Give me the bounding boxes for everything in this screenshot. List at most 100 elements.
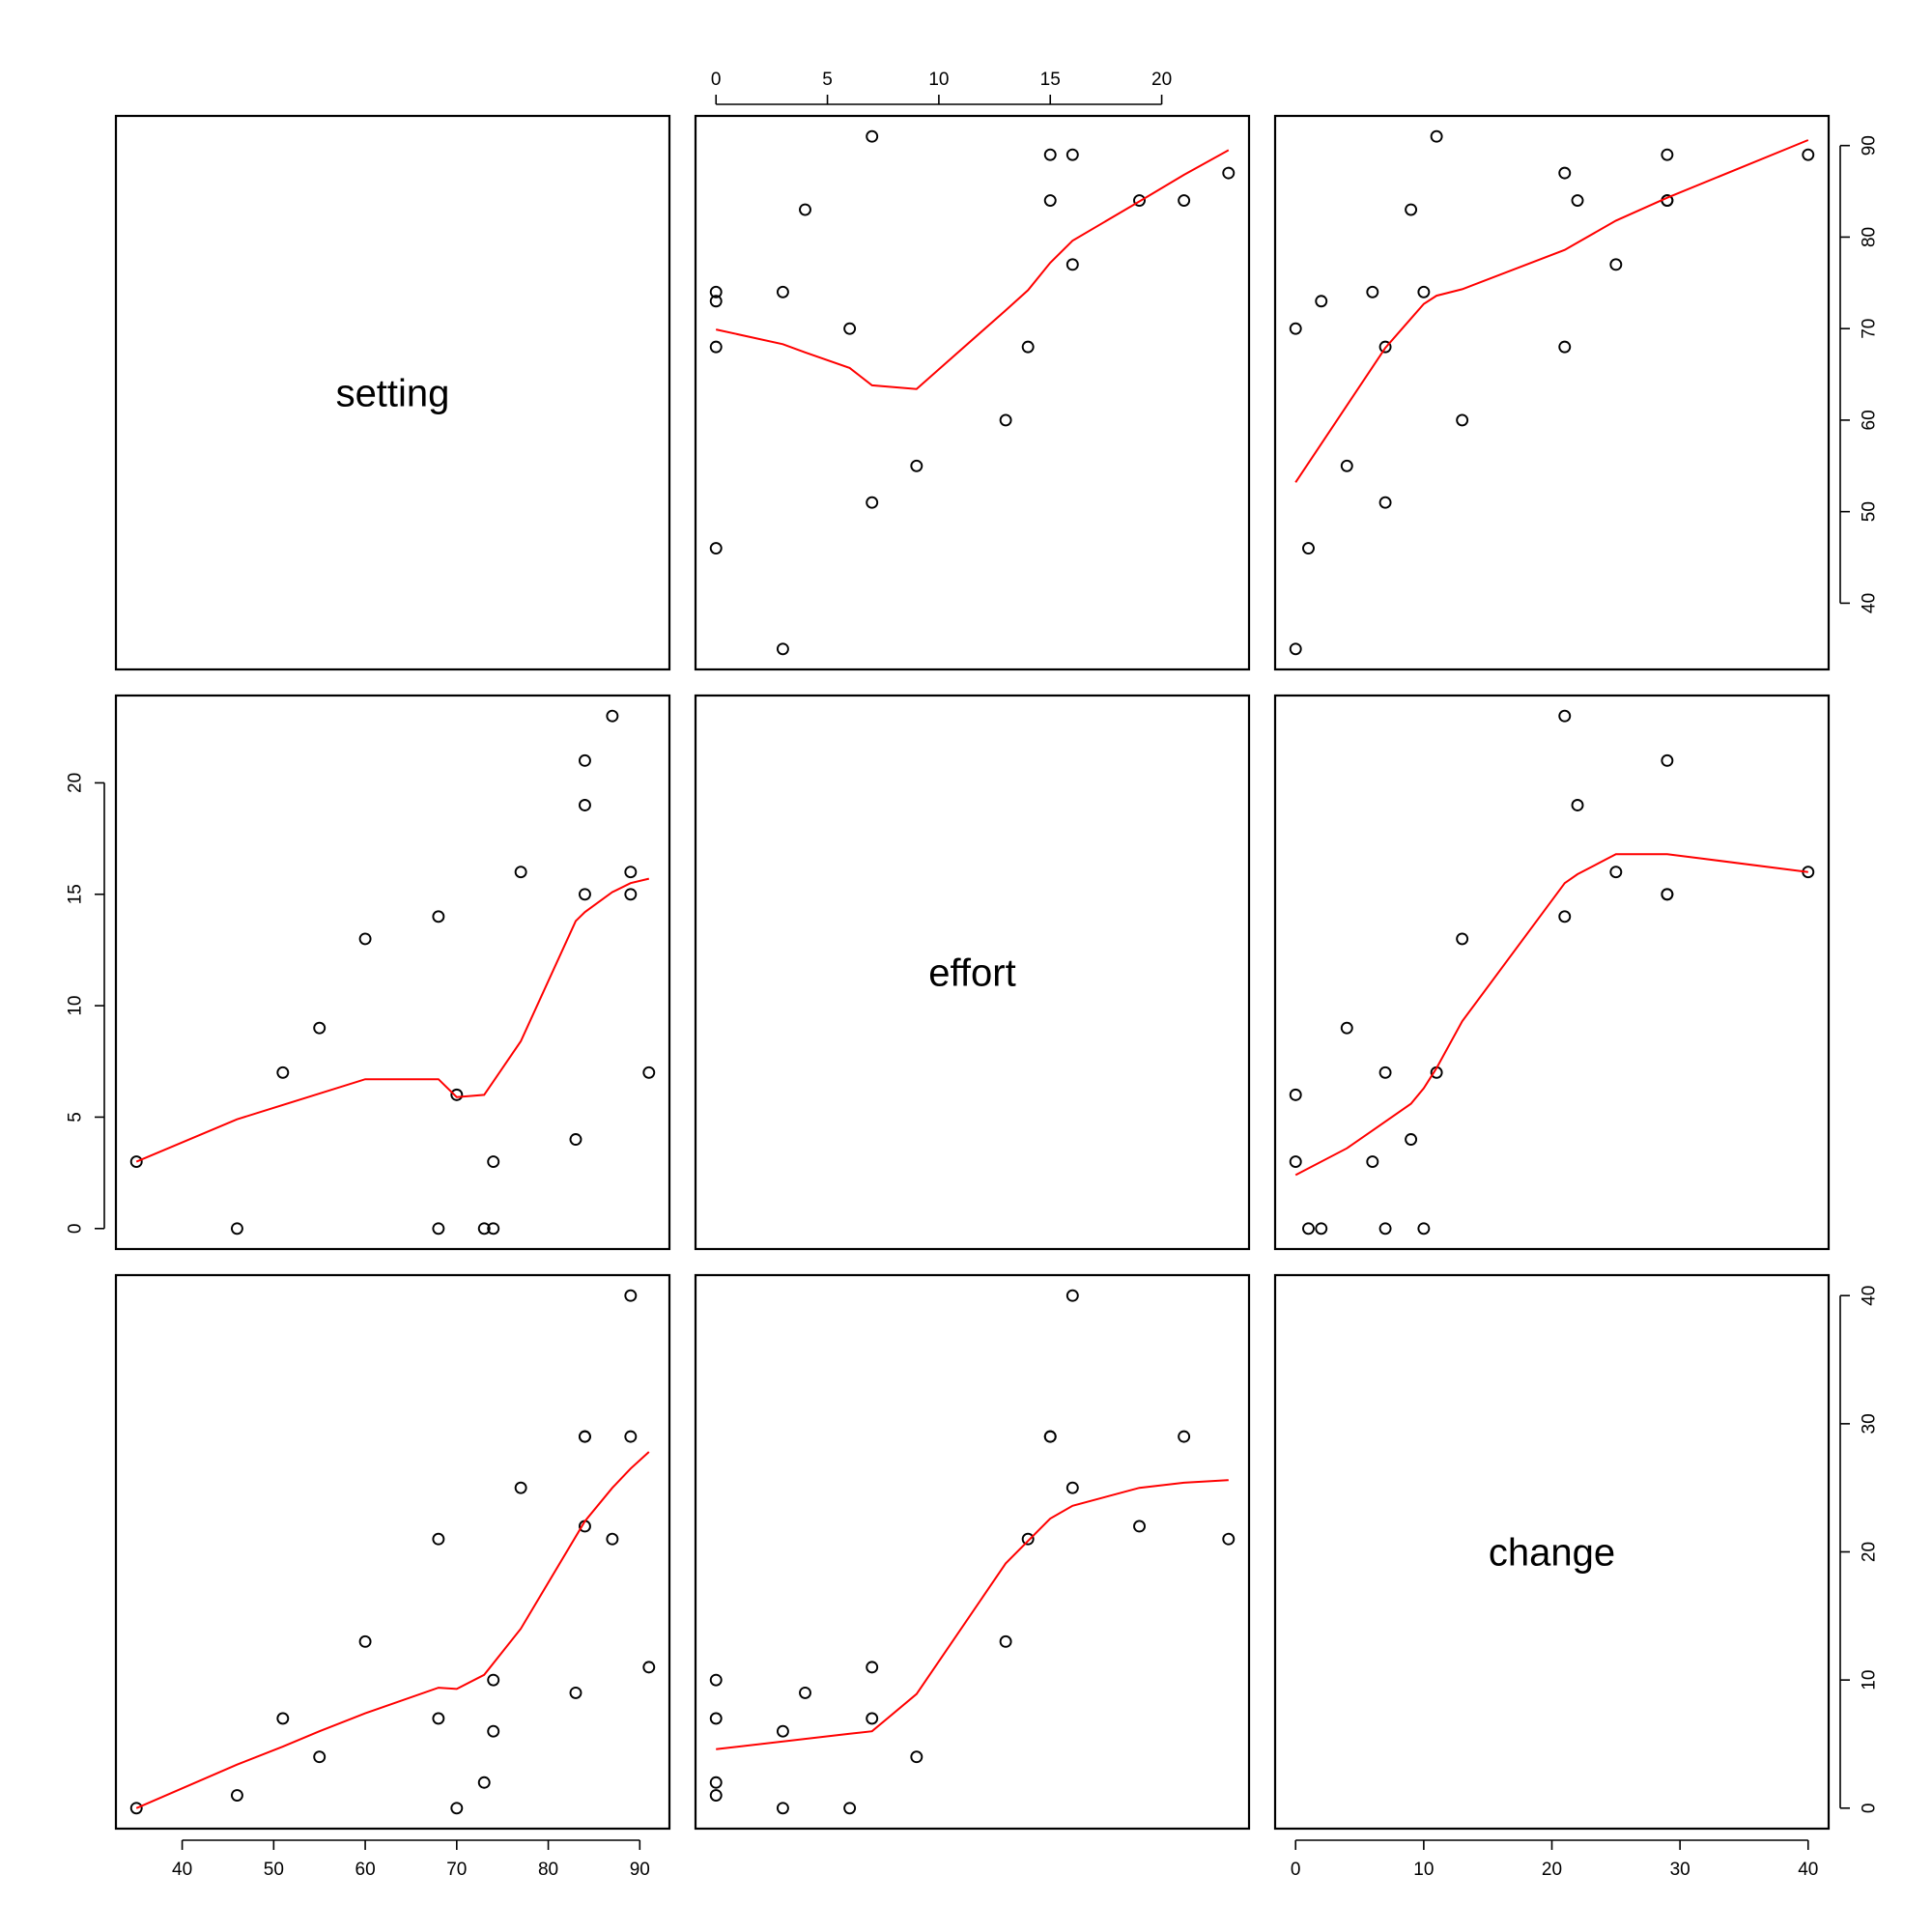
tick-label: 40 <box>172 1860 192 1880</box>
data-point <box>624 888 638 901</box>
data-point <box>1289 1155 1302 1169</box>
tick-label: 40 <box>1860 593 1880 613</box>
tick-label: 0 <box>66 1223 86 1234</box>
data-point <box>1378 340 1392 354</box>
data-point <box>642 1065 656 1079</box>
bottom-axis-change: 0 10 20 30 40 <box>1291 1839 1818 1880</box>
data-point <box>450 1802 464 1815</box>
tick-label: 15 <box>1040 70 1061 90</box>
data-point <box>1571 799 1584 811</box>
tick-label: 80 <box>538 1860 558 1880</box>
data-point <box>776 1724 789 1738</box>
variable-label-setting: setting <box>336 373 450 415</box>
panel-change-effort <box>694 1273 1251 1831</box>
bottom-axis-setting: 40 50 60 70 80 90 <box>172 1839 650 1880</box>
data-point <box>1289 642 1302 656</box>
data-point <box>358 1634 372 1648</box>
data-point <box>1661 753 1674 767</box>
data-point <box>624 1430 638 1443</box>
tick-label: 30 <box>1860 1413 1880 1434</box>
data-point <box>776 642 789 656</box>
data-point <box>1456 413 1469 427</box>
panel-frame <box>694 694 1251 1251</box>
tick-label: 80 <box>1860 227 1880 247</box>
panel-frame <box>694 1273 1251 1831</box>
data-point <box>432 1532 445 1546</box>
data-point <box>1021 340 1035 354</box>
data-point <box>1609 258 1623 271</box>
tick-label: 90 <box>630 1860 650 1880</box>
data-point <box>1417 1222 1431 1236</box>
data-point <box>1417 285 1431 298</box>
panel-change-setting <box>114 1273 671 1831</box>
data-point <box>606 1532 619 1546</box>
data-point <box>1366 1155 1379 1169</box>
data-point <box>477 1222 491 1236</box>
panel-frame <box>114 1273 671 1831</box>
tick-label: 10 <box>66 996 86 1016</box>
panel-frame <box>1273 114 1831 671</box>
tick-label: 0 <box>711 70 722 90</box>
tick-label: 10 <box>928 70 949 90</box>
data-point <box>450 1088 464 1101</box>
left-axis-effort: 0 5 10 15 20 <box>66 773 105 1234</box>
tick-label: 40 <box>1798 1860 1818 1880</box>
top-axis-effort: 0 5 10 15 20 <box>711 70 1172 105</box>
data-point <box>910 459 923 472</box>
data-point <box>1043 148 1057 161</box>
lowess-line <box>135 1451 650 1809</box>
tick-label: 20 <box>1542 1860 1562 1880</box>
tick-label: 20 <box>66 773 86 793</box>
data-point <box>1340 459 1353 472</box>
data-point <box>1289 322 1302 335</box>
tick-label: 10 <box>1413 1860 1434 1880</box>
data-point <box>1302 542 1315 555</box>
panel-effort-effort: effort <box>694 694 1251 1251</box>
data-point <box>799 1686 811 1699</box>
data-point <box>1366 285 1379 298</box>
tick-label: 20 <box>1860 1542 1880 1562</box>
data-point <box>1661 148 1674 161</box>
data-point <box>624 866 638 879</box>
data-point <box>1133 194 1146 207</box>
data-point <box>624 1289 638 1302</box>
data-point <box>1802 148 1815 161</box>
panel-frame <box>114 694 671 1251</box>
data-point <box>514 866 527 879</box>
tick-label: 90 <box>1860 135 1880 156</box>
tick-label: 60 <box>1860 410 1880 430</box>
data-point <box>709 542 723 555</box>
data-point <box>579 888 591 901</box>
data-point <box>1430 129 1443 143</box>
data-point <box>1340 1021 1353 1035</box>
data-point <box>1405 203 1418 216</box>
data-point <box>1571 194 1584 207</box>
data-point <box>1315 1222 1328 1236</box>
panel-setting-change <box>1273 114 1831 671</box>
tick-label: 5 <box>822 70 833 90</box>
panel-setting-effort <box>694 114 1251 671</box>
data-point <box>866 1712 879 1725</box>
tick-label: 30 <box>1670 1860 1690 1880</box>
data-point <box>1378 1065 1392 1079</box>
data-point <box>709 1789 723 1802</box>
data-point <box>709 285 723 298</box>
data-point <box>1661 888 1674 901</box>
data-point <box>487 1724 500 1738</box>
tick-label: 50 <box>1860 501 1880 522</box>
data-point <box>1065 258 1079 271</box>
data-point <box>1178 1430 1191 1443</box>
data-point <box>709 1776 723 1789</box>
data-point <box>1021 1532 1035 1546</box>
data-point <box>1065 148 1079 161</box>
panel-frame <box>1273 1273 1831 1831</box>
tick-label: 0 <box>1860 1803 1880 1813</box>
data-point <box>487 1155 500 1169</box>
data-point <box>579 753 591 767</box>
variable-label-effort: effort <box>928 952 1015 995</box>
data-point <box>999 413 1012 427</box>
panel-effort-change <box>1273 694 1831 1251</box>
panel-setting-setting: setting <box>114 114 671 671</box>
data-point <box>642 1661 656 1674</box>
